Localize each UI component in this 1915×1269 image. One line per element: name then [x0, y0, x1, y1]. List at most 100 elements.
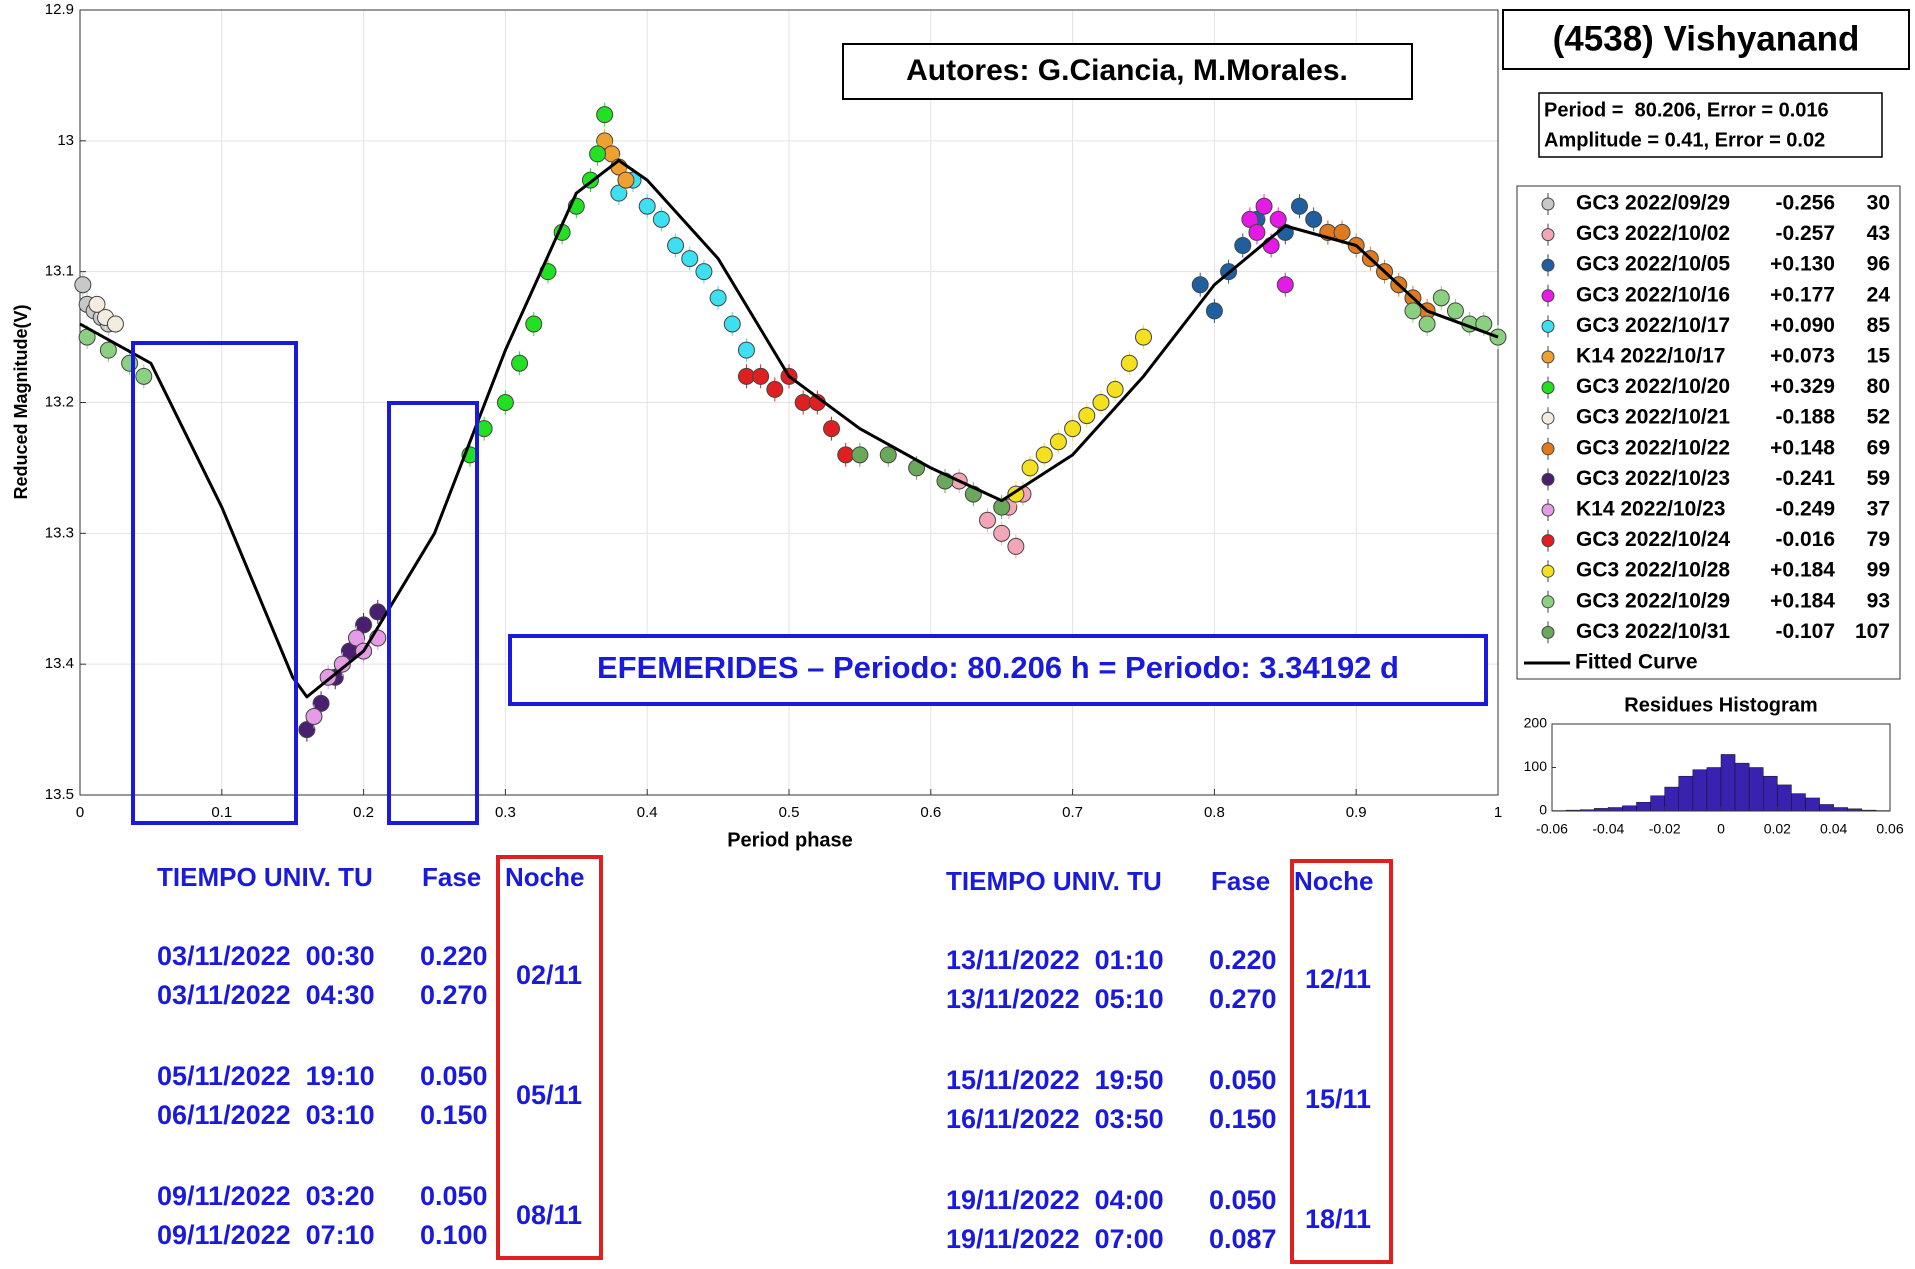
table-phase: 0.220: [420, 941, 488, 971]
legend-label: Fitted Curve: [1575, 651, 1698, 674]
authors: Autores: G.Ciancia, M.Morales.: [906, 54, 1348, 87]
legend-swatch: [1541, 381, 1555, 395]
table-time: 13/11/2022 05:10: [946, 984, 1164, 1014]
data-point: [1432, 289, 1450, 307]
table-header: Noche: [1294, 866, 1373, 896]
histogram-bar: [1819, 804, 1834, 812]
legend-swatch: [1541, 534, 1555, 548]
data-point: [312, 694, 330, 712]
data-point: [1120, 354, 1138, 372]
x-tick-label: 0: [76, 804, 84, 821]
x-tick-label: 0.04: [1820, 821, 1847, 837]
data-point: [1007, 537, 1025, 555]
data-point: [667, 237, 685, 254]
legend-count: 85: [1867, 314, 1891, 337]
table-time: 06/11/2022 03:10: [157, 1100, 375, 1130]
table-phase: 0.087: [1209, 1224, 1277, 1254]
histogram-bar: [1706, 767, 1722, 812]
data-point: [709, 289, 727, 307]
data-point: [348, 629, 366, 647]
table-time: 03/11/2022 00:30: [157, 941, 375, 971]
ephemeris-box: [508, 634, 1488, 706]
amplitude-stat: Amplitude = 0.41, Error = 0.02: [1544, 129, 1825, 151]
phase-window: [387, 401, 479, 825]
x-tick-label: 0.5: [779, 804, 800, 821]
data-point: [1078, 407, 1096, 425]
data-point: [135, 367, 153, 385]
legend-offset: -0.188: [1775, 406, 1835, 429]
period-stat: Period = 80.206, Error = 0.016: [1544, 99, 1829, 121]
data-point: [1269, 210, 1287, 228]
data-point: [979, 511, 997, 529]
data-point: [1021, 459, 1039, 477]
table-header: TIEMPO UNIV. TU: [157, 862, 373, 892]
legend-count: 80: [1867, 375, 1890, 398]
histogram-bar: [1777, 784, 1792, 812]
data-point: [121, 354, 139, 372]
legend-swatch: [1541, 595, 1555, 609]
legend-count: 93: [1867, 589, 1890, 612]
legend-label: GC3 2022/09/29: [1576, 192, 1730, 215]
legend-offset: +0.148: [1770, 436, 1835, 459]
data-point: [1262, 237, 1280, 254]
x-tick-label: -0.06: [1536, 821, 1568, 837]
x-tick-label: 0.8: [1204, 804, 1225, 821]
data-point: [681, 250, 699, 268]
y-tick-label: 13.1: [45, 263, 74, 280]
data-point: [596, 106, 614, 124]
table-time: 09/11/2022 07:10: [157, 1220, 375, 1250]
legend-count: 15: [1867, 345, 1891, 368]
data-point: [837, 446, 855, 464]
histogram-bar: [1791, 793, 1806, 812]
table-phase: 0.050: [1209, 1185, 1277, 1215]
table-phase: 0.270: [1209, 984, 1277, 1014]
data-point: [610, 184, 628, 202]
histogram-bar: [1805, 797, 1820, 812]
legend-count: 52: [1867, 406, 1890, 429]
legend-count: 69: [1867, 436, 1890, 459]
x-tick-label: -0.02: [1649, 821, 1681, 837]
x-tick-label: 0.1: [211, 804, 232, 821]
table-time: 15/11/2022 19:50: [946, 1065, 1164, 1095]
y-tick-label: 0: [1539, 802, 1547, 818]
x-tick-label: -0.04: [1592, 821, 1624, 837]
y-tick-label: 200: [1524, 715, 1548, 731]
histogram-bar: [1763, 775, 1778, 812]
legend-offset: +0.184: [1770, 589, 1835, 612]
night-column-box: [496, 855, 603, 1260]
legend-label: K14 2022/10/23: [1576, 498, 1725, 521]
data-point: [1092, 394, 1110, 411]
data-point: [333, 655, 351, 673]
histogram-bar: [1734, 762, 1750, 812]
legend-offset: +0.073: [1770, 345, 1835, 368]
x-tick-label: 0.06: [1876, 821, 1903, 837]
night-column-box: [1290, 859, 1393, 1264]
histogram-bar: [1748, 767, 1764, 812]
legend-label: GC3 2022/10/20: [1576, 375, 1730, 398]
table-night: 08/11: [516, 1200, 582, 1230]
histogram-bar: [1622, 805, 1637, 812]
authors-box: [842, 43, 1413, 100]
x-tick-label: 0: [1717, 821, 1725, 837]
histogram-bar: [1636, 802, 1651, 812]
data-point: [879, 446, 897, 464]
legend-swatch: [1541, 472, 1555, 486]
legend-swatch: [1541, 289, 1555, 303]
y-tick-label: 100: [1524, 758, 1548, 774]
table-night: 18/11: [1305, 1204, 1371, 1234]
legend-count: 79: [1867, 528, 1890, 551]
x-axis-label: Period phase: [727, 829, 853, 851]
data-point: [1191, 276, 1209, 294]
stats-box: [1538, 92, 1883, 158]
legend-offset: -0.257: [1775, 222, 1835, 245]
data-point: [638, 197, 656, 215]
table-phase: 0.150: [420, 1100, 488, 1130]
data-point: [1106, 380, 1124, 398]
legend-swatch: [1541, 411, 1555, 425]
table-header: Noche: [505, 862, 584, 892]
data-point: [737, 367, 755, 385]
data-point: [851, 446, 869, 464]
data-point: [1049, 433, 1067, 451]
legend-count: 43: [1867, 222, 1890, 245]
legend-offset: -0.016: [1775, 528, 1835, 551]
